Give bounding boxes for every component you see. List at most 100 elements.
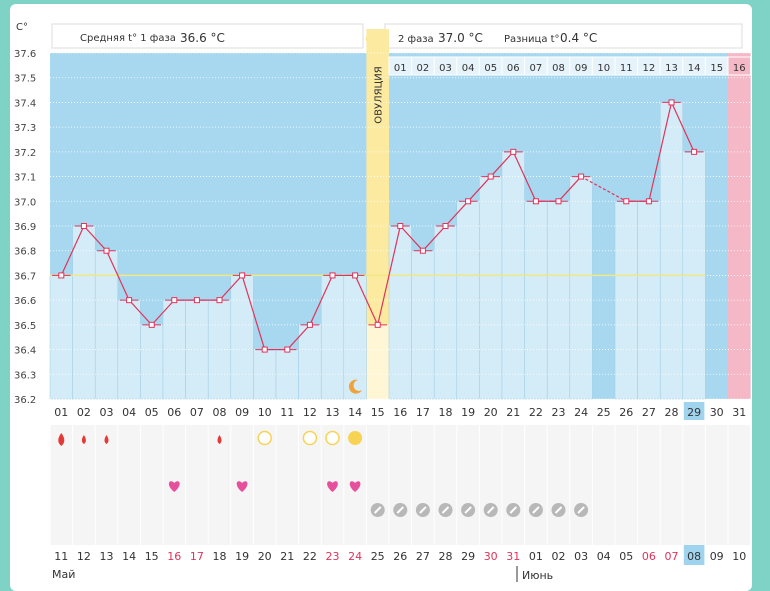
cycle-day-label: 13 <box>326 406 340 419</box>
y-tick-label: 36.7 <box>14 271 36 282</box>
cycle-day-label: 20 <box>484 406 498 419</box>
phase2-day-label: 14 <box>688 63 701 74</box>
calendar-date-label: 09 <box>710 550 724 563</box>
calendar-date-label: 15 <box>145 550 159 563</box>
month-label-june: Июнь <box>522 569 553 582</box>
pill-mark <box>464 506 472 514</box>
pill-mark <box>509 506 518 514</box>
calendar-date-label: 24 <box>348 550 362 563</box>
temp-bar <box>140 324 164 400</box>
temp-line-segment <box>558 176 582 202</box>
temp-point <box>465 198 472 205</box>
phase2-day-label: 07 <box>530 63 543 74</box>
cycle-day-label: 25 <box>597 406 611 419</box>
temp-point <box>578 173 585 180</box>
calendar-date-label: 06 <box>642 550 656 563</box>
calendar-date-label: 22 <box>303 550 317 563</box>
heart-icon <box>236 481 248 492</box>
calendar-date-label: 27 <box>416 550 430 563</box>
calendar-date-label: 18 <box>213 550 227 563</box>
blood-drop-icon <box>217 435 222 444</box>
temp-line-segment <box>83 225 107 252</box>
calendar-date-label: 21 <box>280 550 294 563</box>
cycle-day-label: 29 <box>687 406 701 419</box>
phase2-day-label: 02 <box>417 63 430 74</box>
cycle-day-label: 01 <box>54 406 68 419</box>
temp-line-segment <box>219 275 243 301</box>
heart-icon <box>349 481 361 492</box>
y-tick-label: 36.4 <box>14 346 36 357</box>
cycle-day-label: 08 <box>213 406 227 419</box>
temp-bar <box>72 225 96 400</box>
calendar-date-label: 04 <box>597 550 611 563</box>
temp-point <box>397 223 404 229</box>
calendar-date-label: 05 <box>619 550 633 563</box>
temp-point <box>442 223 449 229</box>
calendar-date-label: 17 <box>190 550 204 563</box>
phase1-value: 36.6 °C <box>180 31 225 45</box>
calendar-date-label: 12 <box>77 550 91 563</box>
y-tick-label: 37.1 <box>14 173 36 184</box>
temp-point <box>555 198 562 205</box>
ovulation-column <box>366 29 389 399</box>
temp-line-segment <box>241 275 266 350</box>
cycle-day-label: 30 <box>710 406 724 419</box>
y-tick-label: 36.6 <box>14 296 36 307</box>
temp-point <box>284 346 291 353</box>
temp-point <box>645 198 652 205</box>
temp-point <box>352 272 359 279</box>
temp-line-segment <box>105 250 130 301</box>
temp-point <box>329 272 336 279</box>
diff-value: 0.4 °C <box>560 31 597 45</box>
pill-mark <box>396 506 405 514</box>
temp-bar <box>569 176 593 400</box>
blood-drop-icon <box>81 435 86 444</box>
pill-mark <box>486 506 495 514</box>
calendar-date-label: 29 <box>461 550 475 563</box>
y-tick-label: 37.3 <box>14 123 36 134</box>
heart-icon <box>327 481 338 492</box>
cycle-day-label: 24 <box>574 406 588 419</box>
ovulation-bar <box>366 324 389 399</box>
calendar-date-label: 28 <box>439 550 453 563</box>
temp-bar <box>433 225 458 400</box>
temp-line-segment <box>422 225 446 252</box>
temp-line-segment <box>670 102 695 153</box>
calendar-date-label: 26 <box>393 550 407 563</box>
cycle-day-label: 21 <box>506 406 520 419</box>
mucus-empty-icon <box>302 430 318 446</box>
temp-point <box>148 321 155 328</box>
phase2-day-label: 09 <box>575 63 588 74</box>
phase2-day-label: 16 <box>733 63 746 74</box>
temp-line-segment <box>445 200 469 227</box>
cycle-day-label: 26 <box>619 406 633 419</box>
cycle-day-label: 10 <box>258 406 272 419</box>
phase2-day-label: 11 <box>620 63 633 74</box>
calendar-date-label: 25 <box>371 550 385 563</box>
today-date-highlight <box>683 545 705 565</box>
temp-bar <box>230 275 254 400</box>
pill-mark <box>373 506 382 514</box>
phase2-day-label: 08 <box>552 63 565 74</box>
temp-point <box>193 297 200 304</box>
cycle-day-label: 11 <box>280 406 294 419</box>
cycle-day-label: 28 <box>665 406 679 419</box>
mucus-full-icon <box>348 431 363 445</box>
cycle-day-label: 02 <box>77 406 91 419</box>
temp-line-segment <box>286 324 311 350</box>
bbt-chart: Средняя t° 1 фаза 36.6 °C 2 фаза 37.0 °C Раз… <box>14 22 752 582</box>
temp-point <box>80 223 87 229</box>
temp-line-segment <box>648 102 673 202</box>
cycle-day-label: 23 <box>552 406 566 419</box>
y-tick-label: 36.8 <box>14 247 36 258</box>
pill-mark <box>532 506 540 514</box>
calendar-date-label: 13 <box>100 550 114 563</box>
cycle-day-label: 04 <box>122 406 136 419</box>
temp-bar <box>49 275 73 400</box>
temp-point <box>510 148 517 155</box>
chart-card: Средняя t° 1 фаза 36.6 °C 2 фаза 37.0 °C Раз… <box>10 4 752 591</box>
phase1-header <box>51 23 364 49</box>
temp-point <box>58 272 65 279</box>
blood-drop-icon <box>104 435 109 444</box>
y-unit-label: C° <box>16 22 28 33</box>
